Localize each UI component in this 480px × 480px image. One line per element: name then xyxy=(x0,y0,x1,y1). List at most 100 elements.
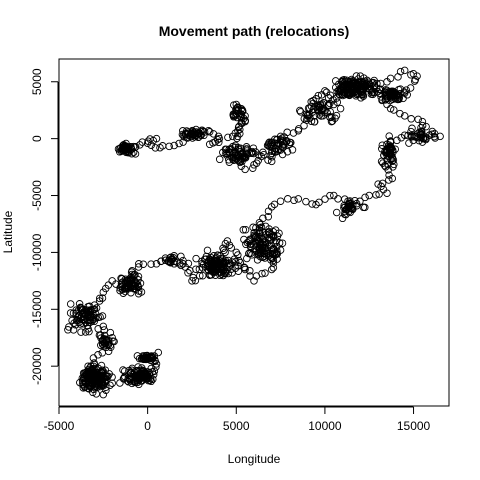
data-point xyxy=(220,246,228,255)
data-point xyxy=(385,176,393,184)
data-point xyxy=(207,267,216,275)
data-point xyxy=(79,315,87,323)
data-point xyxy=(307,98,315,106)
data-point xyxy=(89,306,97,314)
data-point xyxy=(95,297,104,305)
data-point xyxy=(131,143,140,151)
data-point xyxy=(184,269,192,277)
data-point xyxy=(258,228,267,236)
data-point xyxy=(121,275,130,284)
data-point xyxy=(233,113,241,122)
data-point xyxy=(125,366,133,375)
data-point xyxy=(231,257,240,266)
data-point xyxy=(334,195,342,203)
data-point xyxy=(215,134,224,143)
data-point xyxy=(412,133,421,141)
data-point xyxy=(264,228,273,237)
data-point xyxy=(385,89,394,98)
data-point xyxy=(179,127,187,135)
data-point xyxy=(264,212,273,221)
data-point xyxy=(134,263,143,271)
data-point xyxy=(407,127,415,136)
data-point xyxy=(251,244,259,252)
data-point xyxy=(91,309,100,318)
data-point xyxy=(375,190,383,198)
data-point xyxy=(217,266,226,274)
data-point xyxy=(321,106,329,115)
y-tick-label: 0 xyxy=(30,135,44,142)
data-point xyxy=(309,105,318,113)
data-point xyxy=(119,366,127,374)
data-point xyxy=(333,98,342,106)
data-point xyxy=(436,132,444,141)
data-point xyxy=(383,156,391,164)
data-point xyxy=(236,125,244,134)
data-point xyxy=(382,145,391,153)
data-point xyxy=(369,78,378,87)
data-point xyxy=(127,143,135,151)
x-tick-label: -5000 xyxy=(44,419,75,433)
data-point xyxy=(267,157,276,166)
data-point xyxy=(428,130,436,138)
data-point xyxy=(378,141,387,149)
data-point xyxy=(84,362,92,370)
data-point xyxy=(86,313,95,322)
data-point xyxy=(269,246,278,254)
data-point xyxy=(147,260,155,268)
data-point xyxy=(410,77,419,85)
data-point xyxy=(349,205,357,214)
data-point xyxy=(264,252,273,260)
data-point xyxy=(234,106,243,115)
data-point xyxy=(154,348,163,357)
data-point xyxy=(284,195,292,203)
data-point xyxy=(280,133,288,141)
data-point xyxy=(330,191,338,200)
data-point xyxy=(75,311,84,319)
data-point xyxy=(138,138,147,146)
data-point xyxy=(386,74,395,83)
data-point xyxy=(94,313,102,322)
data-point xyxy=(388,174,397,183)
data-point xyxy=(315,111,324,119)
data-point xyxy=(422,134,430,143)
data-point xyxy=(290,196,298,205)
data-point xyxy=(98,340,107,349)
data-point xyxy=(319,112,327,120)
data-point xyxy=(186,266,194,275)
data-point xyxy=(288,146,297,154)
data-point xyxy=(178,130,187,139)
data-point xyxy=(149,370,158,379)
data-point xyxy=(205,128,214,136)
data-point xyxy=(408,132,416,140)
data-point xyxy=(378,96,386,105)
data-point xyxy=(249,164,257,172)
data-point xyxy=(64,326,72,334)
data-point xyxy=(223,237,232,245)
data-point xyxy=(372,84,381,93)
data-point xyxy=(257,223,266,231)
data-point xyxy=(249,144,258,152)
data-point xyxy=(407,115,415,123)
data-point xyxy=(346,197,354,205)
data-point xyxy=(99,322,108,331)
data-point xyxy=(269,233,278,241)
data-point xyxy=(85,372,93,381)
data-point xyxy=(267,265,276,274)
data-point xyxy=(267,140,275,149)
data-point xyxy=(68,316,76,325)
data-point xyxy=(326,191,334,200)
data-point xyxy=(345,91,354,100)
data-point xyxy=(131,150,140,158)
data-point xyxy=(251,148,260,156)
data-point xyxy=(383,189,391,197)
data-point xyxy=(310,117,319,126)
data-point xyxy=(278,239,287,247)
data-point xyxy=(266,151,275,160)
data-point xyxy=(283,128,291,137)
data-point xyxy=(73,316,82,324)
data-point xyxy=(393,90,401,99)
data-points xyxy=(64,66,444,399)
data-point xyxy=(246,272,254,280)
data-point xyxy=(389,89,397,97)
data-point xyxy=(128,270,136,279)
